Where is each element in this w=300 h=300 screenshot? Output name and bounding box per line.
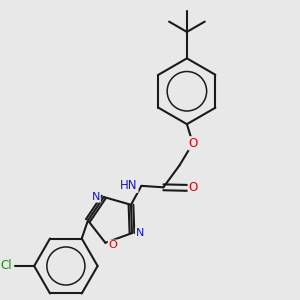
Text: Cl: Cl	[1, 260, 12, 272]
Text: N: N	[92, 192, 100, 202]
Text: N: N	[136, 228, 144, 238]
Text: HN: HN	[120, 179, 138, 192]
Text: O: O	[108, 240, 117, 250]
Text: O: O	[188, 137, 197, 150]
Text: O: O	[188, 182, 197, 194]
